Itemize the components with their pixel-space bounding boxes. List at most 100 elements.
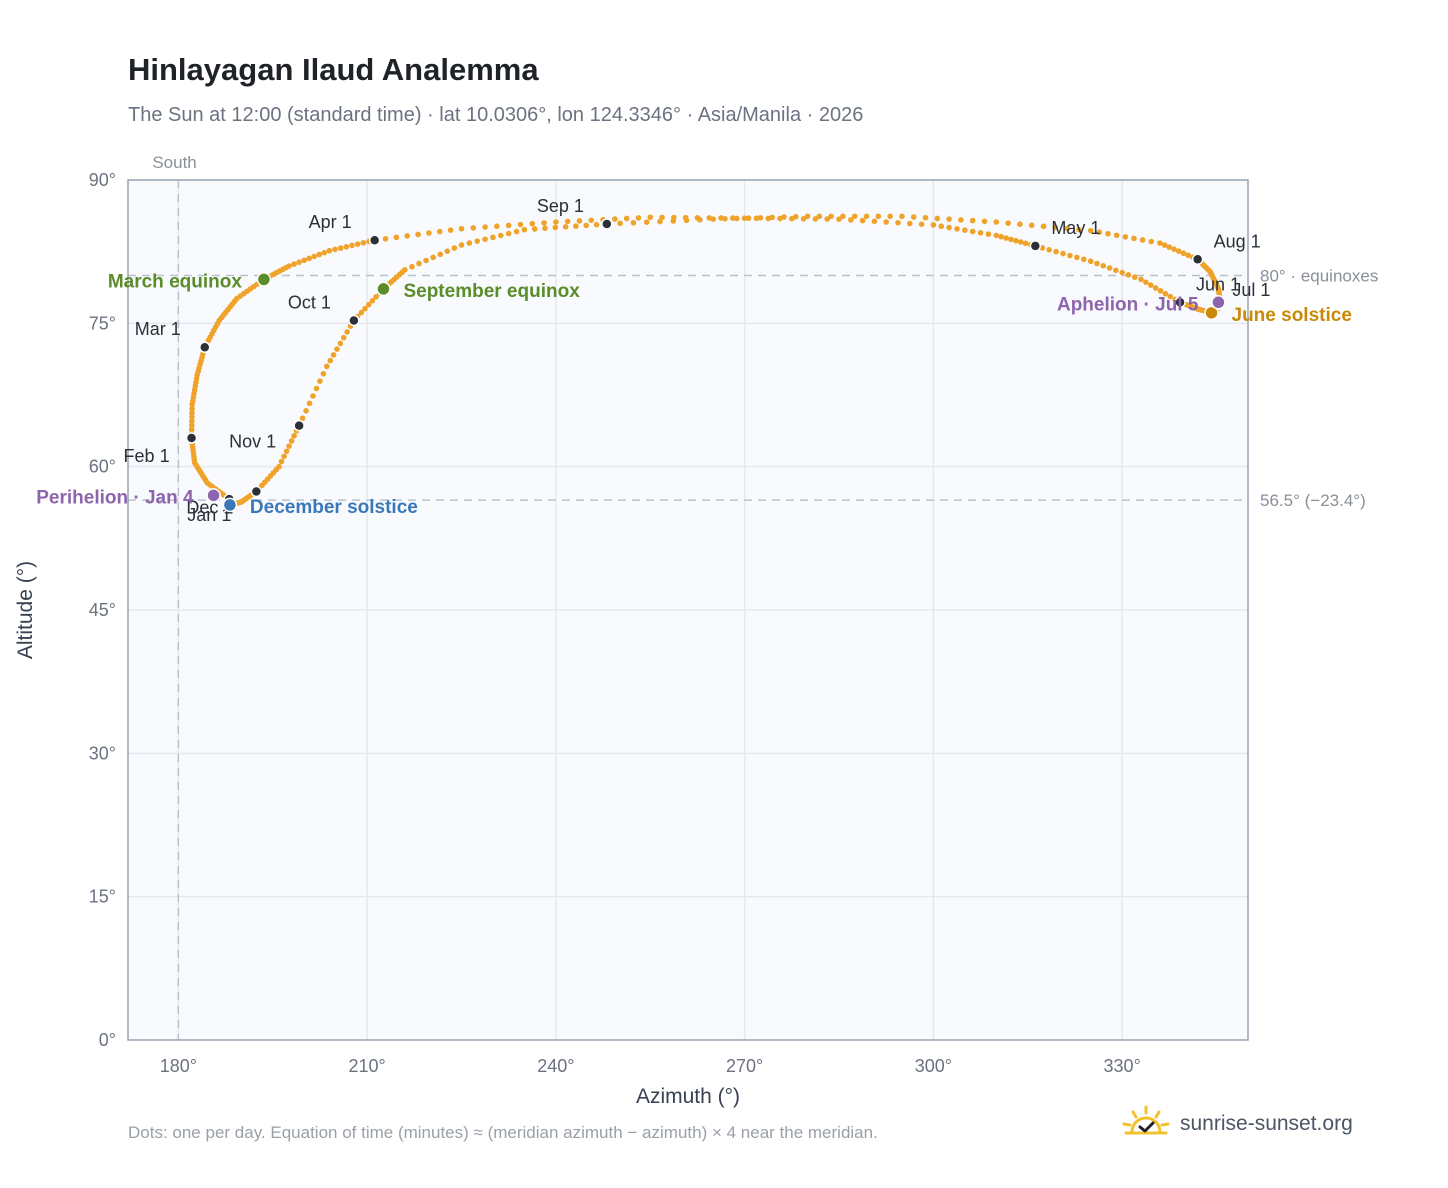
day-dot (804, 213, 811, 220)
day-dot (1139, 237, 1146, 243)
day-dot (327, 357, 334, 364)
day-dot (1087, 258, 1094, 265)
day-dot (286, 443, 292, 449)
day-dot (466, 240, 473, 246)
day-dot (444, 248, 451, 254)
day-dot (1152, 285, 1159, 291)
day-dot (474, 238, 481, 244)
day-dot (1175, 248, 1182, 254)
day-dot (334, 346, 340, 352)
day-dot (848, 217, 854, 223)
day-dot (781, 214, 787, 220)
day-dot (1157, 240, 1163, 246)
day-dot (1167, 293, 1174, 300)
day-dot (918, 221, 925, 227)
day-dot (1022, 240, 1029, 247)
sun-checkmark-logo-icon (1120, 1104, 1172, 1145)
day-dot (1096, 229, 1103, 235)
day-dot (416, 260, 422, 267)
day-dot (1180, 250, 1187, 257)
day-dot (1005, 220, 1011, 226)
day-dot (1161, 242, 1168, 248)
day-dot (1106, 265, 1113, 271)
day-dot (1131, 274, 1138, 280)
day-dot (828, 213, 834, 220)
day-dot (189, 418, 195, 425)
day-dot (451, 245, 458, 251)
event-dot (1204, 305, 1219, 321)
event-label: December solstice (250, 497, 418, 518)
day-dot (657, 218, 663, 225)
day-dot (317, 378, 323, 384)
day-dot (320, 370, 327, 377)
day-dot (321, 249, 328, 256)
day-dot (683, 217, 690, 224)
day-dot (291, 261, 297, 267)
event-dot (206, 488, 221, 503)
day-dot (643, 219, 650, 225)
day-dot (1074, 254, 1080, 261)
day-dot (1157, 288, 1164, 294)
day-dot (482, 236, 488, 243)
day-dot (1087, 227, 1094, 234)
day-dot (482, 224, 488, 230)
brand[interactable]: sunrise-sunset.org (1120, 1102, 1353, 1146)
day-dot (588, 217, 595, 224)
day-dot (769, 214, 775, 221)
day-dot (922, 214, 929, 221)
day-dot (1171, 246, 1177, 252)
month-label: Jun 1 (1196, 274, 1240, 294)
day-dot (553, 219, 559, 225)
day-dot (883, 219, 890, 225)
day-dot (311, 253, 318, 260)
chart-subtitle: The Sun at 12:00 (standard time) · lat 1… (128, 104, 864, 126)
day-dot (1040, 223, 1047, 230)
day-dot (824, 216, 831, 222)
day-dot (358, 309, 365, 316)
day-dot (697, 216, 703, 223)
day-dot (906, 220, 913, 227)
event-dot (376, 281, 391, 297)
month-label: May 1 (1051, 218, 1100, 238)
day-dot (1113, 232, 1120, 239)
day-dot (1148, 238, 1155, 245)
day-dot (859, 217, 866, 224)
reference-label: 56.5° (−23.4°) (1260, 491, 1366, 510)
day-dot (365, 301, 372, 308)
day-dot (470, 225, 477, 231)
day-dot (529, 220, 536, 227)
day-dot (670, 218, 677, 224)
day-dot (741, 215, 748, 222)
day-dot (1166, 244, 1173, 250)
day-dot (382, 235, 389, 242)
day-dot (1125, 272, 1132, 278)
day-dot (189, 410, 195, 416)
event-dot (256, 272, 272, 287)
day-dot (1143, 279, 1149, 286)
day-dot (316, 251, 323, 258)
day-dot (330, 352, 337, 358)
day-dot (189, 414, 195, 420)
reference-label-south: South (152, 153, 196, 172)
month-dot (199, 341, 211, 353)
brand-text: sunrise-sunset.org (1180, 1112, 1353, 1135)
day-dot (313, 385, 320, 392)
month-label: Sep 1 (537, 196, 584, 216)
month-label: Mar 1 (135, 319, 181, 339)
day-dot (344, 329, 350, 335)
month-label: Apr 1 (309, 212, 352, 232)
month-dot (185, 432, 198, 444)
y-axis-ticks: 0° 15° 30° 45° 60° 75° 90° (89, 170, 116, 1050)
day-dot (373, 294, 379, 300)
day-dot (447, 227, 454, 233)
day-dot (958, 217, 964, 223)
day-dot (910, 214, 917, 220)
day-dot (757, 214, 764, 221)
day-dot (573, 223, 579, 229)
day-dot (895, 219, 901, 226)
month-dot (368, 234, 381, 246)
day-dot (188, 426, 195, 433)
day-dot (617, 220, 623, 227)
day-dot (531, 226, 538, 232)
day-dot (1094, 260, 1100, 267)
